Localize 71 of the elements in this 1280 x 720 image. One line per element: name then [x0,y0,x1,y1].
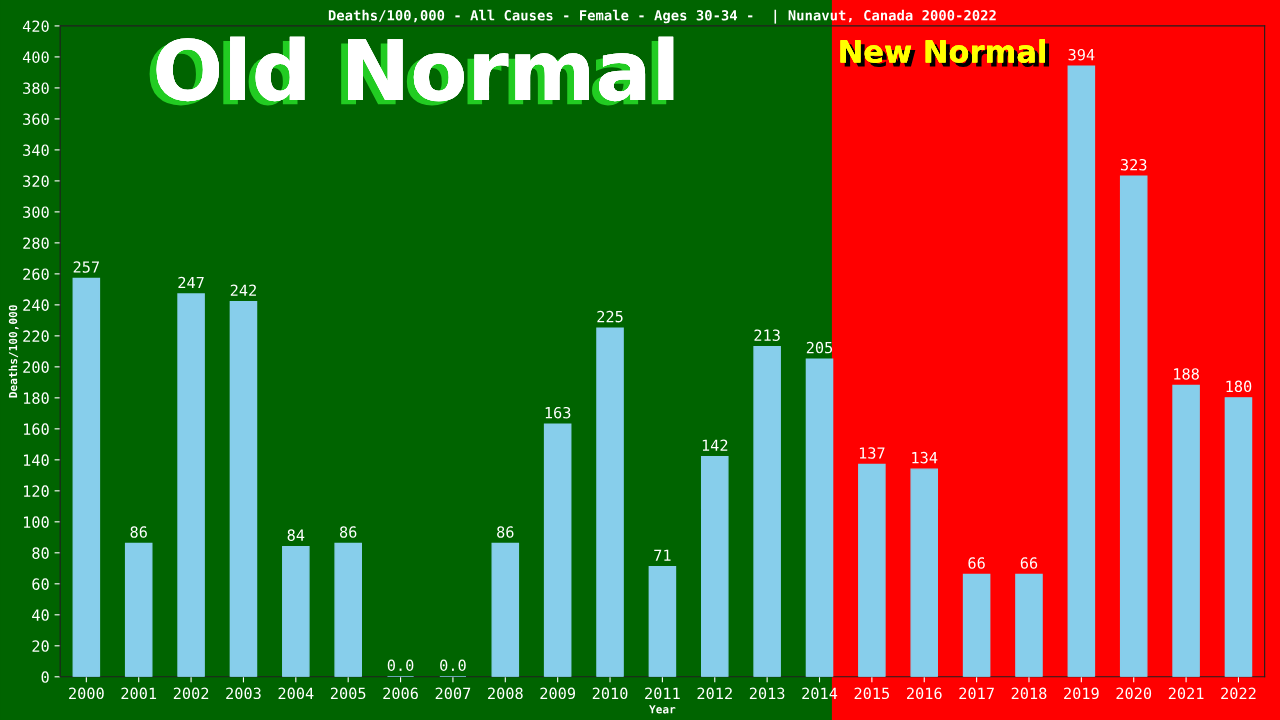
x-tick-label: 2003 [226,687,261,700]
y-tick-label: 220 [23,330,49,342]
x-tick-label: 2020 [1116,687,1152,700]
y-tick-label: 20 [32,640,49,652]
x-tick-label: 2004 [278,687,314,700]
data-label: 213 [754,329,780,341]
x-tick-label: 2019 [1064,687,1099,700]
data-label: 137 [859,447,885,459]
x-tick-label: 2012 [697,687,732,700]
data-label: 86 [497,526,514,538]
data-label: 205 [806,341,833,354]
x-tick-label: 2022 [1221,687,1256,700]
y-tick-label: 300 [23,206,49,218]
x-tick-label: 2007 [435,687,471,700]
x-tick-label: 2009 [540,687,576,700]
x-tick-label: 2005 [330,687,366,700]
data-label: 225 [597,310,623,323]
data-label: 257 [73,261,99,273]
y-tick-label: 100 [23,516,49,528]
y-tick-label: 240 [23,299,49,311]
y-tick-label: 120 [23,485,49,497]
data-label: 0.0 [387,659,414,672]
x-tick-label: 2017 [959,687,994,700]
y-tick-label: 400 [22,51,49,63]
x-tick-label: 2015 [854,687,890,700]
band-label: New Normal [840,39,1050,68]
y-tick-label: 80 [32,547,49,559]
data-label: 180 [1226,380,1252,393]
y-tick-label: 0 [41,671,49,683]
data-label: 0.0 [440,659,466,672]
y-tick-label: 40 [32,609,49,621]
data-label: 84 [287,529,305,541]
y-tick-label: 140 [23,454,49,466]
data-label: 66 [1020,557,1038,569]
x-tick-label: 2002 [173,687,209,700]
data-label: 134 [912,451,938,464]
y-tick-label: 380 [23,82,49,94]
data-label: 188 [1174,368,1199,380]
y-tick-label: 280 [23,237,49,249]
x-tick-label: 2013 [749,687,785,700]
data-label: 247 [178,276,204,289]
data-label: 142 [702,439,728,451]
x-axis-title: Year [649,705,676,714]
y-tick-label: 360 [23,113,49,125]
y-tick-label: 200 [23,361,49,373]
x-tick-label: 2016 [906,687,942,700]
x-tick-label: 2010 [592,687,628,700]
data-label: 242 [230,284,256,296]
data-label: 323 [1120,158,1147,171]
y-tick-label: 420 [22,20,49,32]
x-tick-label: 2018 [1011,687,1047,700]
y-tick-label: 260 [23,268,49,280]
y-tick-label: 340 [23,144,49,156]
x-tick-label: 2001 [121,687,157,700]
band-label: Old Normal [149,36,674,106]
y-tick-label: 320 [23,175,49,187]
data-label: 66 [968,557,985,569]
data-label: 86 [130,526,147,538]
data-label: 394 [1068,48,1095,61]
x-tick-label: 2000 [69,687,104,700]
y-tick-label: 160 [23,423,49,435]
x-tick-label: 2021 [1168,687,1204,700]
data-label: 86 [339,526,357,538]
y-tick-label: 180 [23,392,49,404]
x-tick-label: 2006 [383,687,418,700]
data-label: 71 [654,549,671,561]
x-tick-label: 2011 [645,687,680,700]
y-tick-label: 60 [32,578,49,590]
y-axis-title: Deaths/100,000 [8,305,19,398]
data-label: 163 [545,406,571,419]
x-tick-label: 2008 [488,687,523,700]
